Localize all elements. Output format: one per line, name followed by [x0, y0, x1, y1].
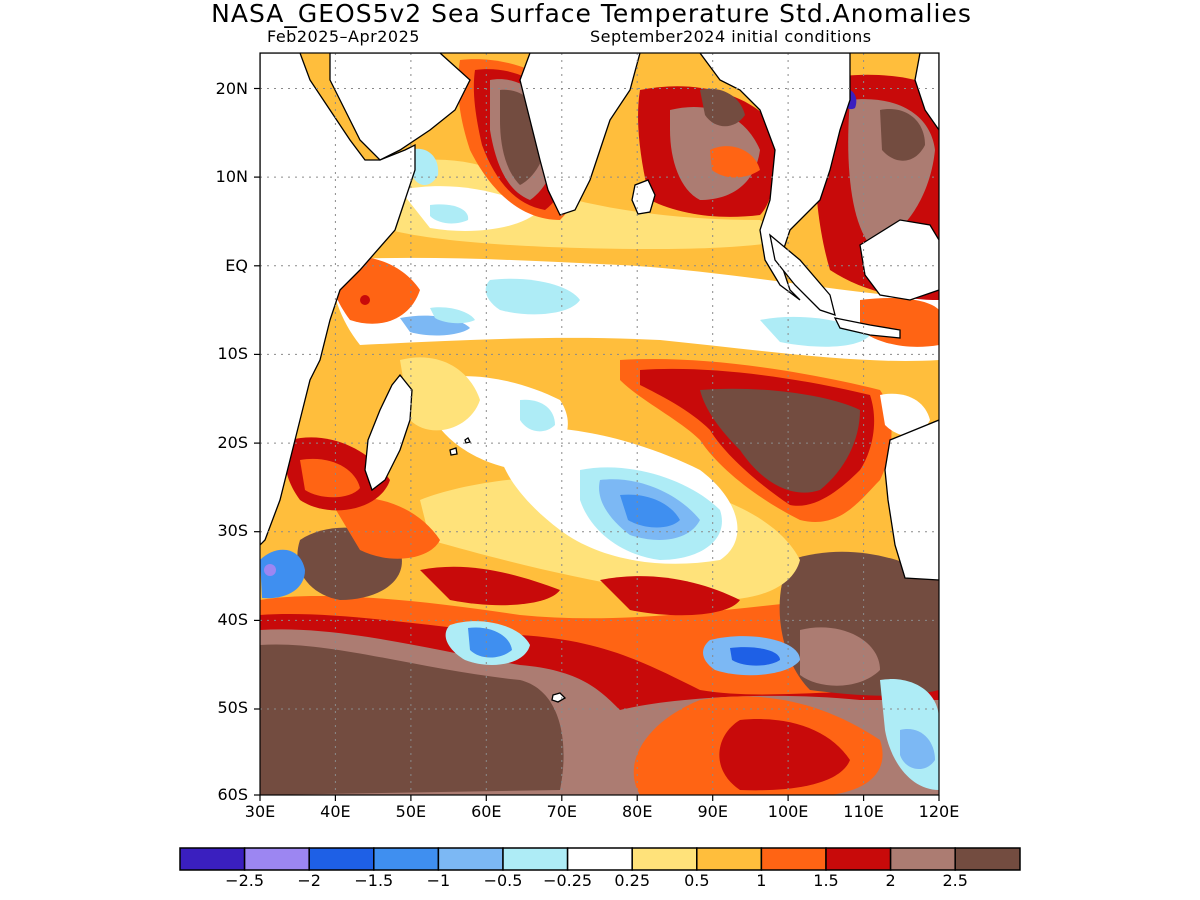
lon-label: 110E	[843, 802, 884, 821]
lat-label: 10N	[215, 167, 248, 186]
colorbar-box	[243, 847, 310, 871]
colorbar-label: −1	[426, 871, 451, 890]
colorbar-box	[437, 847, 504, 871]
colorbar-box	[696, 847, 763, 871]
lat-label: EQ	[225, 256, 248, 275]
colorbar-label: 2.5	[942, 871, 968, 890]
map-title: NASA_GEOS5v2 Sea Surface Temperature Std…	[211, 0, 972, 28]
lat-label: 10S	[217, 344, 248, 363]
lon-label: 70E	[546, 802, 578, 821]
colorbar-box	[954, 847, 1021, 871]
colorbar-box	[308, 847, 375, 871]
colorbar-label: −1.5	[354, 871, 394, 890]
colorbar-box	[373, 847, 440, 871]
lon-label: 60E	[471, 802, 502, 821]
lat-label: 60S	[217, 785, 248, 804]
lat-label: 30S	[217, 521, 248, 540]
lat-label: 40S	[217, 610, 248, 629]
colorbar-box	[889, 847, 956, 871]
colorbar-label: −2	[297, 871, 321, 890]
graticule	[260, 53, 939, 795]
lat-label: 20S	[217, 433, 248, 452]
lon-label: 30E	[244, 802, 276, 821]
colorbar-box	[825, 847, 892, 871]
lon-label: 50E	[395, 802, 427, 821]
colorbar-label: −2.5	[225, 871, 265, 890]
lon-label: 40E	[320, 802, 351, 821]
colorbar-box	[631, 847, 698, 871]
forecast-period: Feb2025–Apr2025	[267, 27, 420, 46]
lat-label: 20N	[215, 79, 248, 98]
colorbar-box	[179, 847, 246, 871]
colorbar-label: 2	[885, 871, 896, 890]
lon-label: 90E	[697, 802, 728, 821]
lon-label: 80E	[621, 802, 653, 821]
colorbar-box	[760, 847, 827, 871]
initial-conditions: September2024 initial conditions	[590, 27, 872, 46]
colorbar-label: −0.5	[483, 871, 523, 890]
lon-label: 120E	[918, 802, 960, 821]
colorbar-label: 1.5	[813, 871, 839, 890]
axis-ticks	[254, 87, 940, 801]
colorbar-box	[566, 847, 633, 871]
colorbar-label: −0.25	[543, 871, 593, 890]
land-masses	[260, 53, 939, 703]
lat-label: 50S	[217, 698, 248, 717]
colorbar-label: 1	[756, 871, 767, 890]
colorbar	[179, 847, 1021, 871]
colorbar-box	[502, 847, 569, 871]
colorbar-label: 0.5	[684, 871, 710, 890]
map-frame	[259, 52, 940, 796]
colorbar-label: 0.25	[614, 871, 650, 890]
lon-label: 100E	[767, 802, 809, 821]
